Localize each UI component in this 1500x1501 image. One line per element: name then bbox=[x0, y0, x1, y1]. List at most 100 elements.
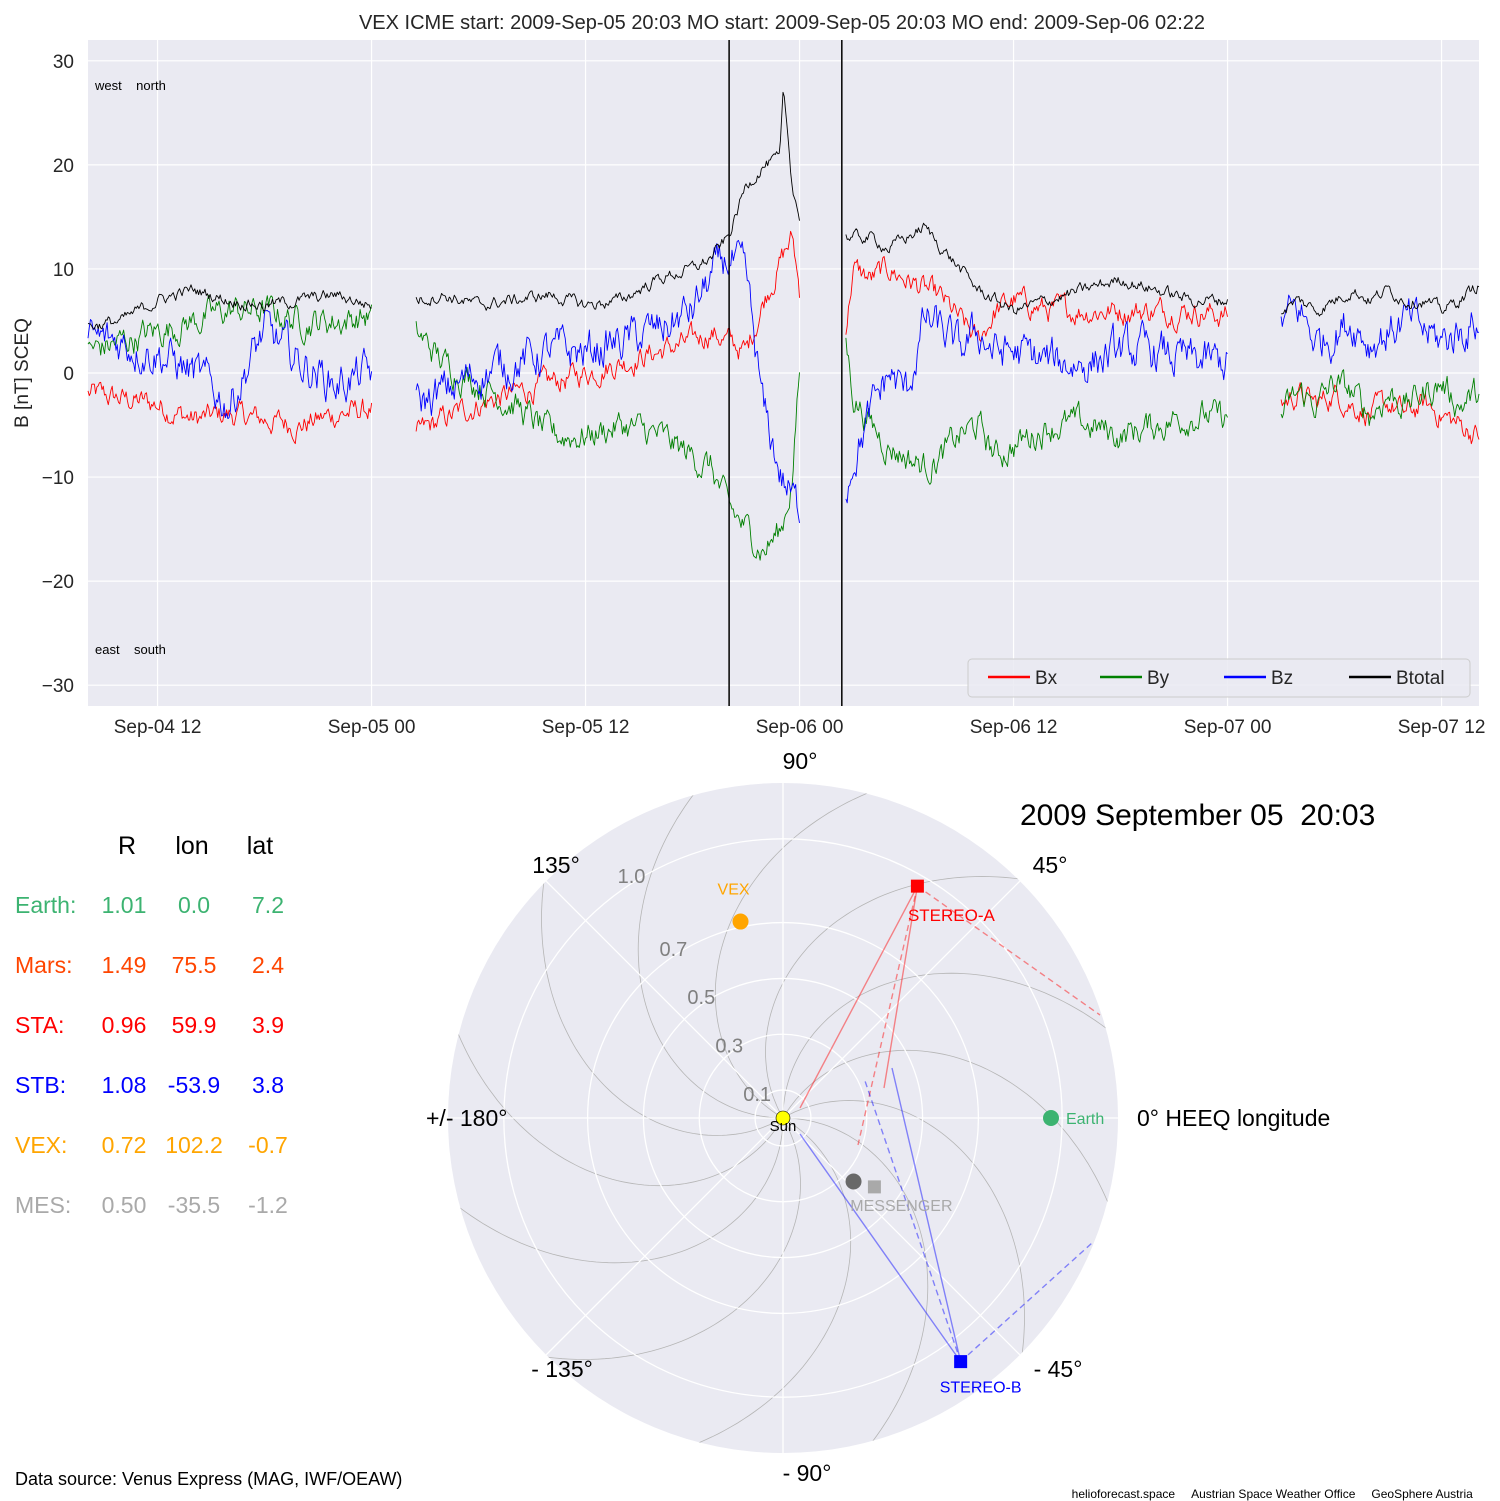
stereo-b-marker bbox=[954, 1355, 968, 1369]
parker-spiral bbox=[714, 783, 911, 1119]
table-cell-lat: 3.9 bbox=[252, 1012, 284, 1038]
x-tick-label: Sep-06 12 bbox=[970, 717, 1058, 738]
credit-asw-office: Austrian Space Weather Office bbox=[1191, 1487, 1356, 1501]
table-cell-lat: -0.7 bbox=[248, 1132, 288, 1158]
parker-spiral bbox=[782, 1049, 1118, 1246]
radius-label: 0.7 bbox=[659, 939, 687, 961]
series-btotal-line bbox=[87, 284, 372, 330]
radius-label: 0.5 bbox=[687, 987, 715, 1009]
polar-grid bbox=[448, 783, 1118, 1453]
magnetic-field-timeseries: 30 20 10 0 −10 −20 −30 Sep-04 12 Sep-05 00 Sep-05… bbox=[12, 12, 1485, 738]
stereo-a-marker bbox=[910, 879, 924, 893]
angle-label: - 90° bbox=[783, 1460, 832, 1486]
stereo-a-label: STEREO-A bbox=[908, 906, 996, 925]
legend-box bbox=[967, 658, 1471, 698]
parker-spiral bbox=[541, 837, 784, 1136]
y-tick-label: 30 bbox=[53, 52, 74, 73]
table-header-r: R bbox=[117, 832, 137, 860]
body-markers: Sun Earth VEX STEREO-A STEREO-B MESSENGER bbox=[718, 879, 1104, 1397]
legend-label: Bx bbox=[1035, 668, 1058, 689]
earth-label: Earth bbox=[1066, 1111, 1104, 1128]
angle-label: 0° HEEQ longitude bbox=[1137, 1105, 1330, 1131]
series-by-line bbox=[1280, 369, 1480, 426]
table-row-name: Earth: bbox=[15, 892, 77, 918]
table-cell-r: 0.50 bbox=[101, 1192, 147, 1218]
y-tick-label: −30 bbox=[42, 676, 74, 697]
x-tick-label: Sep-07 00 bbox=[1184, 717, 1272, 738]
angle-label: - 135° bbox=[531, 1356, 593, 1382]
vex-marker bbox=[732, 913, 749, 930]
x-tick-label: Sep-05 00 bbox=[328, 717, 416, 738]
parker-spiral bbox=[637, 783, 784, 1119]
annotation-east-south: east south bbox=[95, 642, 166, 657]
parker-spiral bbox=[782, 1100, 1025, 1399]
series-bx-line bbox=[1280, 382, 1480, 445]
table-cell-r: 1.08 bbox=[101, 1072, 147, 1098]
y-tick-label: −10 bbox=[42, 468, 74, 489]
table-cell-lat: -1.2 bbox=[248, 1192, 288, 1218]
parker-spirals bbox=[448, 783, 1118, 1453]
table-cell-r: 0.96 bbox=[101, 1012, 147, 1038]
credits: helioforecast.space Austrian Space Weathe… bbox=[1065, 1473, 1473, 1501]
x-tick-label: Sep-06 00 bbox=[756, 717, 844, 738]
table-cell-lat: 2.4 bbox=[252, 952, 284, 978]
spacecraft-marker bbox=[845, 1173, 862, 1190]
polar-axis-labels: 0° HEEQ longitude 45° 90° 135° +/- 180° - 135… bbox=[426, 748, 1330, 1486]
series-by-line bbox=[87, 294, 373, 356]
y-tick-label: 20 bbox=[53, 156, 74, 177]
angle-label: 135° bbox=[532, 852, 580, 878]
series-by-line bbox=[845, 337, 1228, 485]
data-source-note: Data source: Venus Express (MAG, IWF/OEA… bbox=[15, 1469, 403, 1489]
series-btotal-line bbox=[845, 222, 1228, 315]
event-lines bbox=[728, 40, 843, 706]
vex-label: VEX bbox=[718, 882, 750, 899]
table-cell-lon: -53.9 bbox=[167, 1072, 221, 1098]
legend-label: By bbox=[1147, 668, 1170, 689]
radius-label: 1.0 bbox=[618, 866, 646, 888]
table-row-name: MES: bbox=[15, 1192, 72, 1218]
messenger-marker bbox=[867, 1180, 881, 1194]
angular-gridline bbox=[545, 1117, 784, 1356]
y-tick-label: −20 bbox=[42, 572, 74, 593]
series-bz-line bbox=[415, 239, 800, 523]
y-tick-label: 10 bbox=[53, 260, 74, 281]
series-bx-line bbox=[415, 230, 800, 432]
table-row-name: STA: bbox=[15, 1012, 65, 1038]
parker-spiral bbox=[655, 1117, 852, 1453]
sun-label: Sun bbox=[770, 1118, 797, 1135]
table-cell-r: 1.01 bbox=[101, 892, 147, 918]
table-row-name: Mars: bbox=[15, 952, 73, 978]
series-by-line bbox=[415, 321, 800, 561]
planet-position-polar-plot: 0° HEEQ longitude 45° 90° 135° +/- 180° - 135… bbox=[426, 748, 1375, 1486]
series-bz-line bbox=[1280, 294, 1480, 364]
timeseries-lines bbox=[87, 91, 1480, 561]
angular-gridline bbox=[545, 880, 784, 1119]
parker-spiral bbox=[782, 972, 1118, 1119]
angle-label: 90° bbox=[783, 748, 818, 774]
timeseries-ticks: 30 20 10 0 −10 −20 −30 Sep-04 12 Sep-05 00 Sep-05… bbox=[42, 52, 1486, 738]
table-row-name: VEX: bbox=[15, 1132, 68, 1158]
table-cell-r: 1.49 bbox=[101, 952, 147, 978]
parker-spiral bbox=[448, 990, 784, 1187]
table-cell-lon: 75.5 bbox=[171, 952, 217, 978]
series-btotal-line bbox=[415, 91, 800, 311]
series-by bbox=[87, 294, 1480, 561]
sun-marker bbox=[775, 1110, 791, 1126]
radius-label: 0.1 bbox=[743, 1084, 771, 1106]
fov-line bbox=[891, 1067, 962, 1362]
y-tick-label: 0 bbox=[63, 364, 74, 385]
x-tick-label: Sep-05 12 bbox=[542, 717, 630, 738]
radius-label: 0.3 bbox=[715, 1035, 743, 1057]
x-tick-label: Sep-04 12 bbox=[114, 717, 202, 738]
series-btotal-line bbox=[1281, 285, 1480, 317]
credit-helioforecast: helioforecast.space bbox=[1071, 1487, 1176, 1501]
messenger-label: MESSENGER bbox=[850, 1198, 952, 1215]
legend-label: Bz bbox=[1271, 668, 1293, 689]
fov-line bbox=[917, 885, 1101, 1016]
legend-label: Btotal bbox=[1396, 668, 1445, 689]
table-header-lon: lon bbox=[175, 832, 209, 860]
table-cell-r: 0.72 bbox=[101, 1132, 147, 1158]
earth-marker bbox=[1043, 1110, 1059, 1126]
parker-spiral bbox=[448, 1117, 784, 1264]
